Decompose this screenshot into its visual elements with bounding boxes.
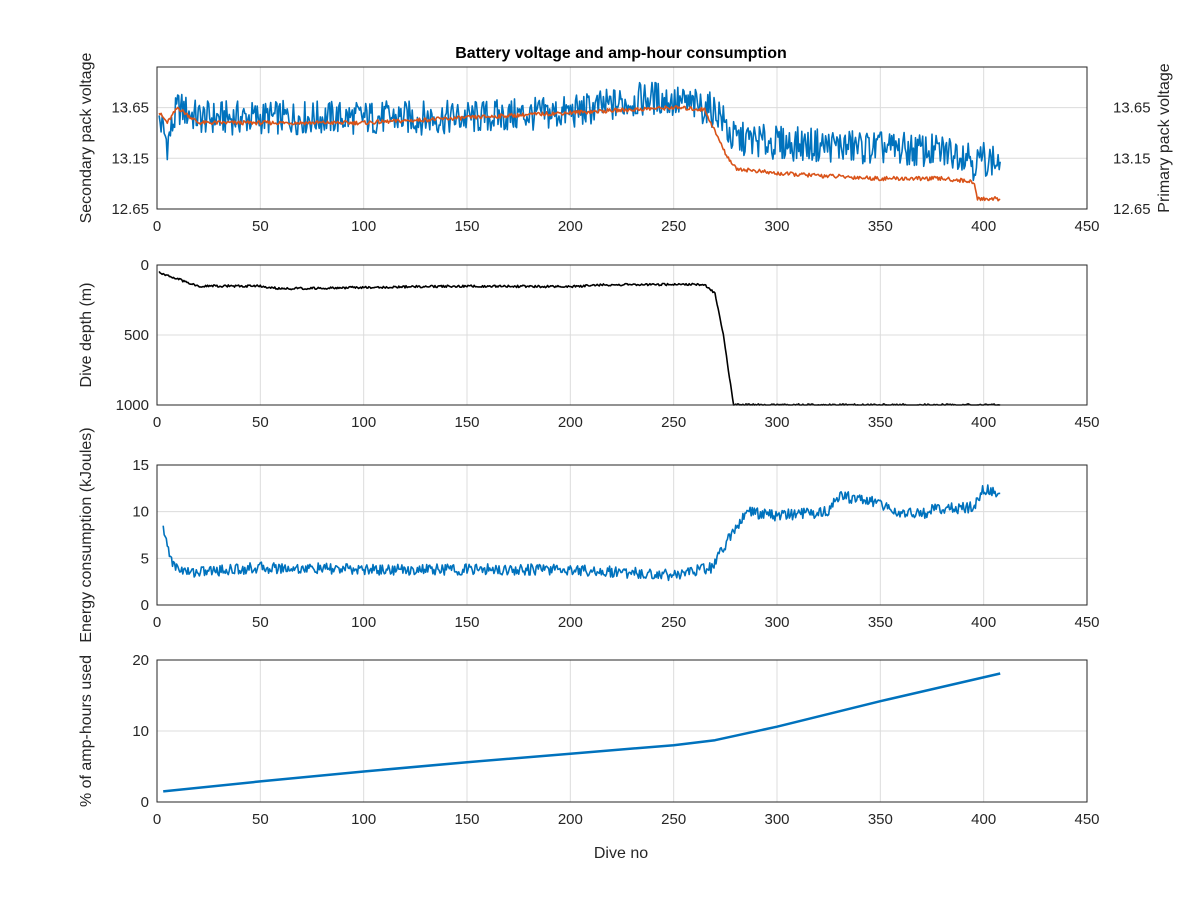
x-tick-label: 400 <box>971 811 996 828</box>
y-tick-label: 13.15 <box>111 150 149 167</box>
x-tick-label: 150 <box>454 218 479 235</box>
x-tick-label: 350 <box>868 414 893 431</box>
y-axis-label: Secondary pack voltage <box>78 53 95 224</box>
x-tick-label: 50 <box>252 218 269 235</box>
y-tick-label-right: 13.15 <box>1113 150 1151 167</box>
y-tick-label: 5 <box>141 550 149 567</box>
x-tick-label: 100 <box>351 811 376 828</box>
x-tick-label: 450 <box>1074 414 1099 431</box>
x-tick-label: 0 <box>153 414 161 431</box>
x-tick-label: 300 <box>764 414 789 431</box>
y-tick-label: 10 <box>132 504 149 521</box>
x-tick-label: 100 <box>351 414 376 431</box>
x-tick-label: 300 <box>764 218 789 235</box>
axes-box <box>156 66 1088 210</box>
x-tick-label: 300 <box>764 614 789 631</box>
y-tick-label: 13.65 <box>111 100 149 117</box>
chart-panel-1: 0 50 100 150 200 250 300 350 400 450 12.65 13.15 13.… <box>78 53 1173 235</box>
y-axis-label: Energy consumption (kJoules) <box>78 427 95 642</box>
x-tick-label: 350 <box>868 614 893 631</box>
y-tick-label: 10 <box>132 723 149 740</box>
y-axis-label-right: Primary pack voltage <box>1156 63 1173 212</box>
y-tick-label: 20 <box>132 652 149 669</box>
y-tick-label: 12.65 <box>111 201 149 218</box>
x-tick-label: 200 <box>558 614 583 631</box>
y-tick-label: 15 <box>132 457 149 474</box>
x-tick-label: 0 <box>153 218 161 235</box>
axes-box <box>156 464 1088 606</box>
x-tick-label: 0 <box>153 811 161 828</box>
x-tick-label: 50 <box>252 414 269 431</box>
y-tick-label: 0 <box>141 794 149 811</box>
series-line-1 <box>162 484 1001 582</box>
x-tick-label: 100 <box>351 218 376 235</box>
x-tick-label: 400 <box>971 218 996 235</box>
x-tick-label: 350 <box>868 811 893 828</box>
y-tick-label: 500 <box>124 327 149 344</box>
x-tick-label: 350 <box>868 218 893 235</box>
x-tick-label: 200 <box>558 218 583 235</box>
x-tick-label: 400 <box>971 414 996 431</box>
chart-panel-4: 0 50 100 150 200 250 300 350 400 450 0 10 20 % of amp… <box>78 652 1100 828</box>
series-line-1 <box>163 672 1001 793</box>
y-tick-label-right: 12.65 <box>1113 201 1151 218</box>
x-axis-label: Dive no <box>594 845 648 862</box>
y-axis-label: % of amp-hours used <box>78 655 95 807</box>
x-tick-label: 50 <box>252 614 269 631</box>
x-tick-label: 400 <box>971 614 996 631</box>
x-tick-label: 0 <box>153 614 161 631</box>
figure-title: Battery voltage and amp-hour consumption <box>455 45 787 62</box>
y-tick-label: 0 <box>141 597 149 614</box>
x-tick-label: 150 <box>454 811 479 828</box>
axes-box <box>156 264 1088 406</box>
series-line-2 <box>158 105 1001 202</box>
x-tick-label: 250 <box>661 614 686 631</box>
x-tick-label: 450 <box>1074 614 1099 631</box>
y-tick-label: 0 <box>141 257 149 274</box>
x-tick-label: 450 <box>1074 218 1099 235</box>
chart-panel-2: 0 50 100 150 200 250 300 350 400 450 0 500 1000 Dive … <box>78 257 1100 431</box>
x-tick-label: 250 <box>661 414 686 431</box>
x-tick-label: 200 <box>558 811 583 828</box>
x-tick-label: 100 <box>351 614 376 631</box>
series-line-1 <box>158 81 1001 182</box>
axes-root: 0 50 100 150 200 250 300 350 400 45012.6513.1513.… <box>78 53 1173 828</box>
x-tick-label: 200 <box>558 414 583 431</box>
x-tick-label: 150 <box>454 614 479 631</box>
x-tick-label: 50 <box>252 811 269 828</box>
y-axis-label: Dive depth (m) <box>78 283 95 388</box>
x-tick-label: 450 <box>1074 811 1099 828</box>
x-tick-label: 250 <box>661 811 686 828</box>
axes-box <box>156 659 1088 803</box>
x-tick-label: 150 <box>454 414 479 431</box>
chart-panel-3: 0 50 100 150 200 250 300 350 400 450 0 5 10 15 Energy … <box>78 427 1100 642</box>
y-tick-label-right: 13.65 <box>1113 100 1151 117</box>
y-tick-label: 1000 <box>116 397 149 414</box>
x-tick-label: 250 <box>661 218 686 235</box>
x-tick-label: 300 <box>764 811 789 828</box>
